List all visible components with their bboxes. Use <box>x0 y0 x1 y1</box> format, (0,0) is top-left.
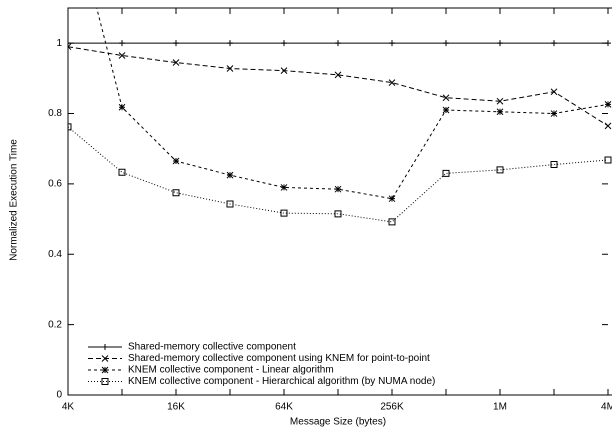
x-tick-label: 4M <box>601 402 612 413</box>
data-point <box>442 106 450 114</box>
data-point <box>281 40 287 47</box>
plot-area <box>68 8 612 226</box>
data-point <box>604 122 612 130</box>
data-point <box>443 40 449 47</box>
legend-label: Shared-memory collective component <box>128 342 296 353</box>
data-point <box>335 40 341 47</box>
y-tick-label: 0.4 <box>48 249 62 260</box>
data-point <box>172 157 180 165</box>
x-tick-label: 1M <box>493 402 507 413</box>
data-point <box>280 67 288 74</box>
data-point <box>68 123 72 131</box>
data-point <box>388 218 396 226</box>
series-line <box>68 126 609 223</box>
data-point <box>118 52 126 59</box>
x-tick-label: 4K <box>62 402 75 413</box>
data-point <box>173 40 179 47</box>
y-tick-label: 0.2 <box>48 319 62 330</box>
data-point <box>118 103 126 111</box>
data-point <box>68 43 72 51</box>
data-point <box>226 200 234 208</box>
y-axis-label: Normalized Execution Time <box>9 139 20 261</box>
data-point <box>442 94 450 102</box>
data-point <box>550 161 558 169</box>
legend-marker <box>102 344 108 350</box>
plot-frame <box>67 7 612 396</box>
data-point <box>442 169 450 177</box>
data-point <box>551 40 557 47</box>
series-line <box>68 46 609 127</box>
data-point <box>227 40 233 47</box>
x-axis-label: Message Size (bytes) <box>290 417 386 428</box>
data-point <box>496 166 504 174</box>
data-point <box>119 40 125 47</box>
x-tick-label: 256K <box>380 402 404 413</box>
data-point <box>550 110 558 117</box>
data-point <box>388 79 396 86</box>
data-point <box>550 88 558 96</box>
x-tick-label: 16K <box>167 402 185 413</box>
data-point <box>118 168 126 176</box>
data-point <box>388 195 396 203</box>
legend-label: Shared-memory collective component using… <box>128 353 430 364</box>
data-point <box>334 71 342 79</box>
data-point <box>172 59 180 66</box>
data-point <box>334 185 342 193</box>
data-point <box>497 40 503 47</box>
data-point <box>496 108 504 116</box>
data-point <box>226 171 234 179</box>
y-tick-label: 0.8 <box>48 108 62 119</box>
data-point <box>280 184 288 191</box>
data-point <box>172 189 180 197</box>
data-point <box>604 156 612 164</box>
y-tick-label: 0 <box>56 390 62 401</box>
series-line <box>96 8 609 200</box>
legend-label: KNEM collective component - Hierarchical… <box>128 376 435 387</box>
data-point <box>604 101 612 108</box>
legend-marker <box>101 355 109 362</box>
legend-marker <box>101 378 109 385</box>
data-point <box>496 97 504 105</box>
data-point <box>334 210 342 218</box>
data-point <box>389 40 395 47</box>
y-tick-label: 1 <box>56 38 62 49</box>
legend-marker <box>101 366 109 374</box>
y-tick-label: 0.6 <box>48 179 62 190</box>
data-point <box>280 209 288 217</box>
x-tick-label: 64K <box>275 402 293 413</box>
data-point <box>226 65 234 72</box>
legend-label: KNEM collective component - Linear algor… <box>128 365 334 376</box>
